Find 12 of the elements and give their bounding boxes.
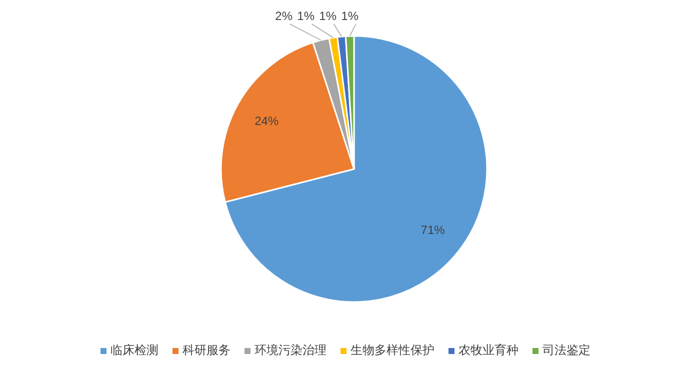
- legend-label: 生物多样性保护: [350, 343, 434, 357]
- data-label: 1%: [341, 9, 359, 23]
- legend-label: 农牧业育种: [458, 343, 518, 357]
- data-label: 24%: [254, 114, 279, 128]
- data-label: 2%: [275, 9, 293, 23]
- data-label: 1%: [319, 9, 337, 23]
- data-label: 1%: [297, 9, 315, 23]
- legend-label: 科研服务: [182, 343, 230, 357]
- legend-label: 环境污染治理: [254, 343, 326, 357]
- legend-label: 司法鉴定: [542, 343, 590, 357]
- legend-label: 临床检测: [110, 343, 158, 357]
- data-label: 71%: [420, 223, 446, 238]
